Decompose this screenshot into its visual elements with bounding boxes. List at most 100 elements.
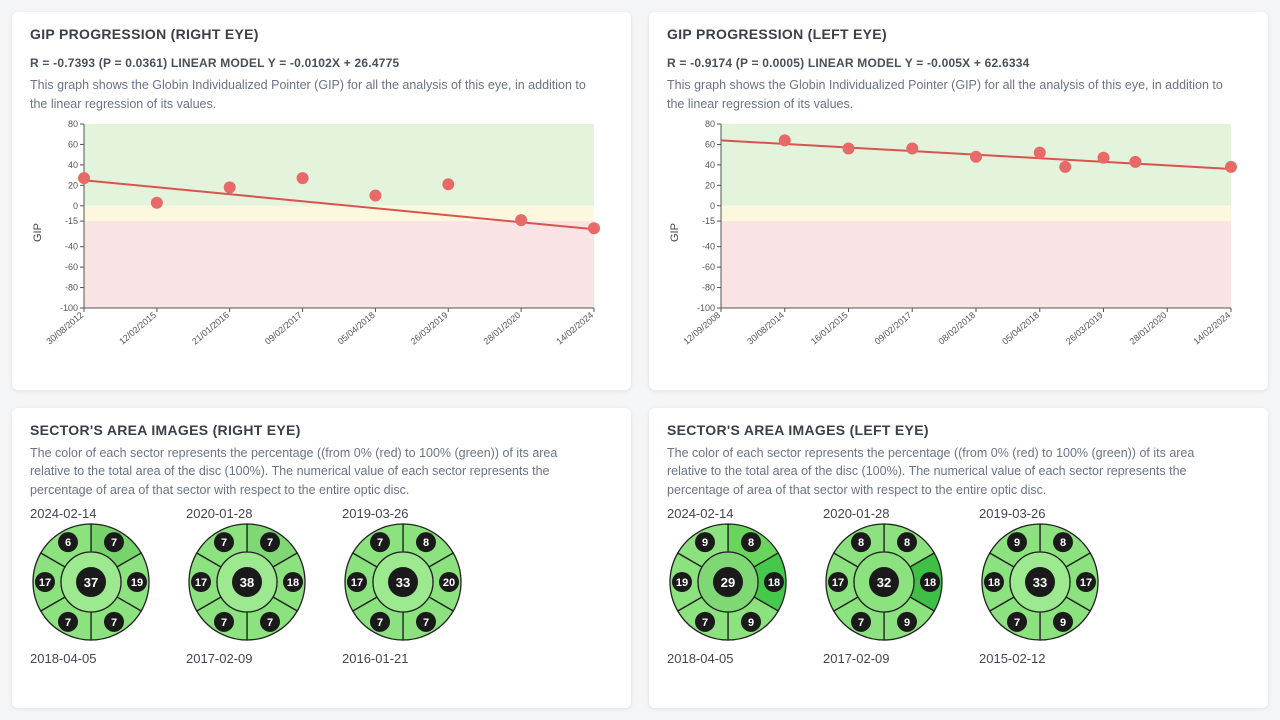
svg-text:9: 9 [904, 617, 910, 629]
title-sectors-left: SECTOR'S AREA IMAGES (LEFT EYE) [667, 422, 1250, 438]
sector-column: 2024-02-1481897199292018-04-05 [667, 506, 789, 666]
svg-text:38: 38 [240, 575, 254, 590]
svg-text:7: 7 [111, 617, 117, 629]
svg-text:7: 7 [267, 537, 273, 549]
desc-sectors-left: The color of each sector represents the … [667, 444, 1227, 500]
svg-text:7: 7 [1014, 617, 1020, 629]
sector-date: 2018-04-05 [667, 651, 734, 666]
sector-date: 2024-02-14 [667, 506, 734, 521]
svg-text:9: 9 [748, 617, 754, 629]
svg-text:18: 18 [924, 577, 936, 589]
svg-text:12/02/2015: 12/02/2015 [117, 309, 158, 346]
svg-text:37: 37 [84, 575, 98, 590]
svg-text:7: 7 [221, 537, 227, 549]
svg-text:9: 9 [1014, 537, 1020, 549]
svg-text:26/03/2019: 26/03/2019 [1064, 309, 1105, 346]
svg-text:0: 0 [710, 200, 715, 210]
svg-text:9: 9 [702, 537, 708, 549]
svg-text:-100: -100 [697, 303, 715, 313]
svg-text:05/04/2018: 05/04/2018 [1000, 309, 1041, 346]
sector-column: 2019-03-2681797189332015-02-12 [979, 506, 1101, 666]
card-gip-right: GIP PROGRESSION (RIGHT EYE) R = -0.7393 … [12, 12, 631, 390]
svg-text:08/02/2018: 08/02/2018 [936, 309, 977, 346]
svg-text:09/02/2017: 09/02/2017 [873, 309, 914, 346]
ylabel-right: GIP [30, 118, 44, 348]
sector-disc: 7187717738 [186, 521, 308, 643]
svg-text:7: 7 [702, 617, 708, 629]
svg-text:32: 32 [877, 575, 891, 590]
svg-text:21/01/2016: 21/01/2016 [190, 309, 231, 346]
svg-text:7: 7 [377, 537, 383, 549]
svg-text:8: 8 [1060, 537, 1066, 549]
svg-text:8: 8 [423, 537, 429, 549]
svg-text:8: 8 [748, 537, 754, 549]
sector-date: 2015-02-12 [979, 651, 1046, 666]
svg-text:19: 19 [131, 577, 143, 589]
sector-date: 2019-03-26 [342, 506, 409, 521]
title-gip-right: GIP PROGRESSION (RIGHT EYE) [30, 26, 259, 42]
svg-text:19: 19 [676, 577, 688, 589]
svg-text:-80: -80 [702, 282, 715, 292]
card-sectors-right: SECTOR'S AREA IMAGES (RIGHT EYE) The col… [12, 408, 631, 708]
svg-text:33: 33 [1033, 575, 1047, 590]
svg-text:20: 20 [443, 577, 455, 589]
svg-text:18: 18 [287, 577, 299, 589]
svg-text:18: 18 [768, 577, 780, 589]
svg-text:8: 8 [904, 537, 910, 549]
svg-text:26/03/2019: 26/03/2019 [409, 309, 450, 346]
svg-text:80: 80 [705, 119, 715, 129]
svg-text:7: 7 [65, 617, 71, 629]
title-sectors-right: SECTOR'S AREA IMAGES (RIGHT EYE) [30, 422, 613, 438]
sector-grid-right: 2024-02-1471977176372018-04-052020-01-28… [30, 506, 613, 666]
sector-column: 2024-02-14 7 19 7 7 17 6 37 2018-04-05 [30, 506, 152, 666]
sector-date: 2016-01-21 [342, 651, 409, 666]
svg-text:17: 17 [832, 577, 844, 589]
svg-text:7: 7 [111, 537, 117, 549]
sector-date: 2019-03-26 [979, 506, 1046, 521]
stats-gip-left: R = -0.9174 (P = 0.0005) LINEAR MODEL Y … [667, 56, 1029, 70]
sector-column: 2019-03-2682077177332016-01-21 [342, 506, 464, 666]
scatter-chart-left: 806040200-15-40-60-80-10012/09/200830/08… [681, 118, 1241, 348]
svg-text:20: 20 [705, 180, 715, 190]
svg-text:16/01/2015: 16/01/2015 [809, 309, 850, 346]
sector-date: 2018-04-05 [30, 651, 97, 666]
svg-text:30/08/2012: 30/08/2012 [44, 309, 85, 346]
svg-text:7: 7 [423, 617, 429, 629]
svg-text:-15: -15 [702, 216, 715, 226]
sector-date: 2017-02-09 [186, 651, 253, 666]
ylabel-left: GIP [667, 118, 681, 348]
svg-text:14/02/2024: 14/02/2024 [1191, 309, 1232, 346]
svg-text:12/09/2008: 12/09/2008 [681, 309, 722, 346]
svg-text:09/02/2017: 09/02/2017 [263, 309, 304, 346]
sector-date: 2024-02-14 [30, 506, 97, 521]
sector-disc: 7 19 7 7 17 6 37 [30, 521, 152, 643]
svg-text:17: 17 [1080, 577, 1092, 589]
sector-disc: 8179718933 [979, 521, 1101, 643]
svg-text:28/01/2020: 28/01/2020 [481, 309, 522, 346]
sector-date: 2020-01-28 [823, 506, 890, 521]
svg-text:60: 60 [705, 139, 715, 149]
svg-text:33: 33 [396, 575, 410, 590]
svg-text:-40: -40 [65, 241, 78, 251]
desc-sectors-right: The color of each sector represents the … [30, 444, 590, 500]
svg-text:40: 40 [705, 159, 715, 169]
svg-text:7: 7 [221, 617, 227, 629]
svg-text:8: 8 [858, 537, 864, 549]
desc-gip-right: This graph shows the Globin Individualiz… [30, 76, 590, 114]
svg-text:6: 6 [65, 537, 71, 549]
svg-text:60: 60 [68, 139, 78, 149]
svg-text:7: 7 [858, 617, 864, 629]
scatter-chart-right: 806040200-15-40-60-80-10030/08/201212/02… [44, 118, 604, 348]
svg-text:17: 17 [39, 577, 51, 589]
svg-text:-15: -15 [65, 216, 78, 226]
desc-gip-left: This graph shows the Globin Individualiz… [667, 76, 1227, 114]
svg-text:80: 80 [68, 119, 78, 129]
svg-text:28/01/2020: 28/01/2020 [1128, 309, 1169, 346]
svg-text:18: 18 [988, 577, 1000, 589]
svg-text:-60: -60 [65, 262, 78, 272]
card-sectors-left: SECTOR'S AREA IMAGES (LEFT EYE) The colo… [649, 408, 1268, 708]
svg-text:30/08/2014: 30/08/2014 [745, 309, 786, 346]
stats-gip-right: R = -0.7393 (P = 0.0361) LINEAR MODEL Y … [30, 56, 399, 70]
svg-text:-80: -80 [65, 282, 78, 292]
svg-text:14/02/2024: 14/02/2024 [554, 309, 595, 346]
